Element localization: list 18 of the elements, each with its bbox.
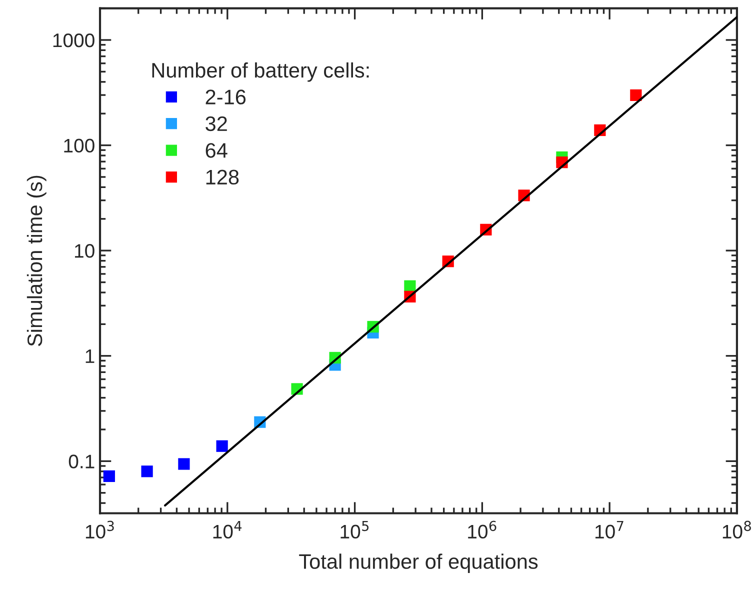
x-tick-label: 10$^{4}$ [213,520,242,539]
x-tick-label: 10$^{6}$ [468,520,496,539]
y-tick-label: 1000 [53,33,94,48]
y-axis-title: Simulation time (s) [26,176,46,346]
x-tick-label: 10$^{3}$ [86,520,114,539]
legend-title: Number of battery cells: [152,62,369,82]
x-axis-title: Total number of equations [299,554,538,574]
y-tick-label: 100 [64,138,94,153]
y-tick-label: 10 [75,244,94,258]
legend-label: 2-16 [206,90,246,104]
x-tick-label: 10$^{7}$ [596,520,624,539]
y-tick-label: 0.1 [68,454,94,468]
x-tick-label: 10$^{5}$ [340,520,369,539]
legend-label: 32 [206,116,227,132]
y-tick-label: 1 [86,350,94,363]
legend-label: 128 [206,170,239,185]
x-tick-label: 10$^{8}$ [722,520,751,539]
legend-label: 64 [206,143,228,158]
